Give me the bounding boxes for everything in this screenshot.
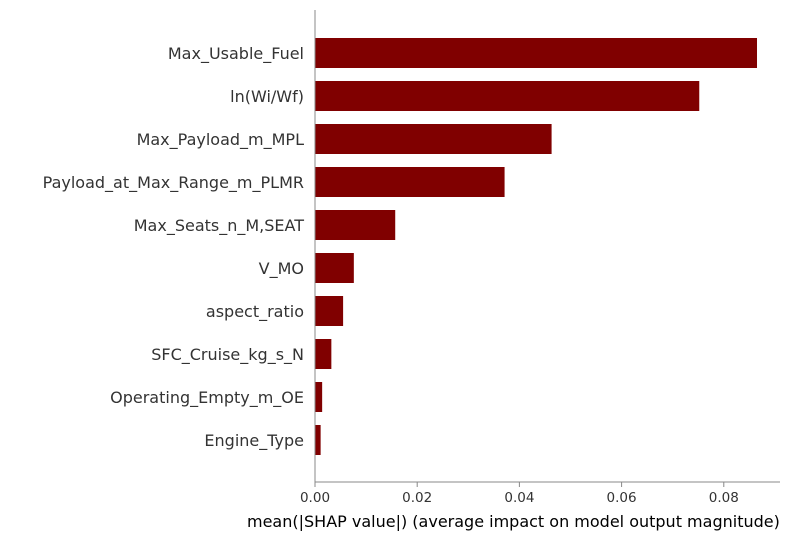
x-tick-label: 0.00 [300, 490, 330, 506]
category-labels: Max_Usable_Fuel ln(Wi/Wf) Max_Payload_m_MP… [43, 44, 305, 451]
category-label: Engine_Type [204, 431, 304, 451]
category-label: Max_Usable_Fuel [168, 44, 304, 64]
x-tick-label: 0.04 [504, 490, 534, 506]
category-label: ln(Wi/Wf) [230, 87, 304, 106]
x-tick-label: 0.02 [402, 490, 432, 506]
bar-3 [315, 167, 505, 197]
category-label: SFC_Cruise_kg_s_N [151, 345, 304, 365]
category-label: V_MO [259, 259, 304, 279]
category-label: Operating_Empty_m_OE [110, 388, 304, 408]
x-axis-title: mean(|SHAP value|) (average impact on mo… [247, 512, 780, 531]
x-tick-label: 0.08 [709, 490, 739, 506]
x-tick-label: 0.06 [607, 490, 637, 506]
bar-0 [315, 38, 758, 68]
bar-8 [315, 382, 323, 412]
bar-5 [315, 253, 354, 283]
bar-1 [315, 81, 700, 111]
bar-7 [315, 339, 332, 369]
bars-group [315, 38, 758, 455]
bar-2 [315, 124, 552, 154]
category-label: Max_Seats_n_M,SEAT [134, 216, 304, 236]
bar-4 [315, 210, 396, 240]
category-label: Payload_at_Max_Range_m_PLMR [43, 173, 304, 193]
category-label: Max_Payload_m_MPL [137, 130, 305, 150]
bar-6 [315, 296, 344, 326]
category-label: aspect_ratio [206, 302, 304, 322]
x-axis-ticks: 0.00 0.02 0.04 0.06 0.08 [300, 482, 739, 506]
bar-9 [315, 425, 321, 455]
